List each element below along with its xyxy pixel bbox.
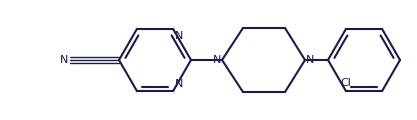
Text: N: N xyxy=(175,31,183,41)
Text: N: N xyxy=(213,55,221,65)
Text: N: N xyxy=(306,55,314,65)
Text: N: N xyxy=(60,55,68,65)
Text: Cl: Cl xyxy=(341,78,352,88)
Text: N: N xyxy=(175,79,183,89)
